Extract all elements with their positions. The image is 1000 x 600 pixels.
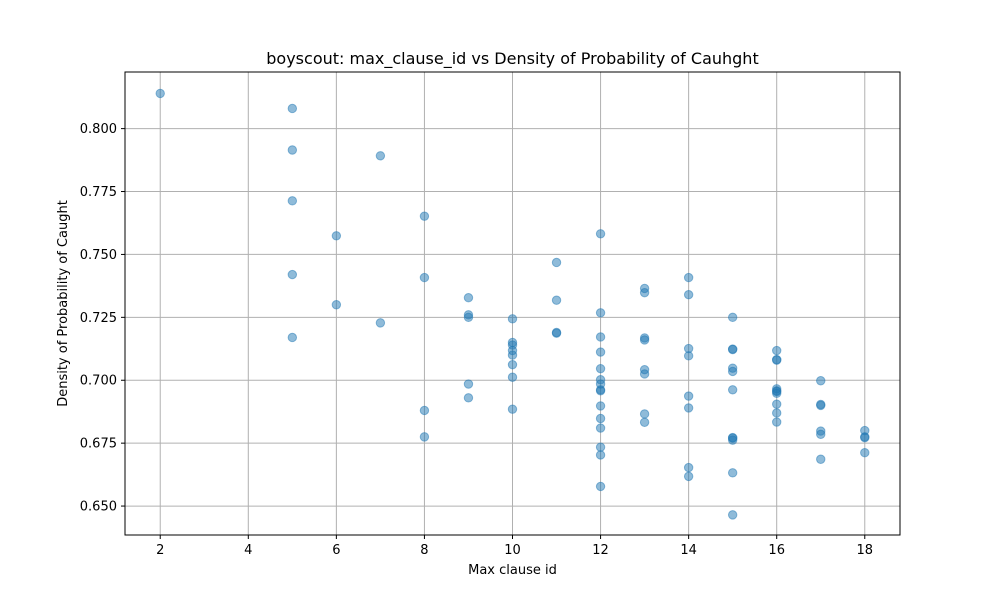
x-tick-label: 12 (592, 543, 609, 558)
scatter-point (419, 432, 430, 442)
scatter-point (683, 391, 694, 401)
scatter-point (683, 351, 694, 361)
scatter-point (639, 409, 650, 419)
scatter-point (551, 257, 562, 268)
y-tick-label: 0.775 (80, 185, 117, 200)
x-axis-label: Max clause id (468, 563, 557, 578)
scatter-point (287, 269, 298, 280)
scatter-point (683, 462, 694, 473)
scatter-point (860, 432, 870, 443)
scatter-point (507, 372, 518, 382)
scatter-point (595, 423, 606, 433)
scatter-point (595, 401, 606, 411)
x-tick-label: 10 (504, 543, 521, 558)
scatter-point (727, 435, 738, 445)
scatter-point (287, 103, 298, 114)
scatter-point (683, 403, 694, 413)
scatter-point (727, 510, 738, 520)
scatter-point (595, 386, 606, 396)
scatter-point (375, 318, 386, 328)
scatter-point (595, 347, 606, 357)
scatter-point (419, 405, 430, 416)
y-tick-label: 0.700 (80, 374, 117, 389)
scatter-point (595, 442, 606, 452)
scatter-point (419, 211, 430, 221)
x-tick-label: 4 (244, 543, 252, 558)
scatter-point (639, 287, 650, 298)
scatter-point (331, 300, 342, 310)
scatter-point (595, 363, 606, 374)
scatter-point (595, 413, 606, 424)
scatter-point (772, 408, 782, 418)
scatter-point (727, 344, 738, 355)
scatter-point (639, 417, 650, 427)
scatter-point (331, 231, 342, 241)
axis-ticks: 2 4 6 8 10 12 14 16 18 0.650 0.675 0.700 0.725 0.750 0… (80, 122, 873, 558)
scatter-point (507, 350, 518, 360)
x-tick-label: 8 (420, 543, 428, 558)
scatter-point (595, 481, 606, 492)
scatter-point (287, 145, 298, 155)
scatter-point (639, 335, 650, 345)
scatter-point (551, 328, 562, 338)
scatter-point (595, 229, 606, 239)
scatter-point (155, 88, 165, 99)
y-tick-label: 0.725 (80, 311, 117, 326)
data-points (155, 88, 870, 520)
scatter-point (816, 376, 826, 386)
scatter-point (595, 450, 606, 460)
x-tick-label: 18 (856, 543, 873, 558)
scatter-point (772, 399, 782, 409)
scatter-point (772, 388, 782, 399)
scatter-point (507, 359, 518, 370)
grid (125, 72, 900, 535)
scatter-point (595, 332, 606, 342)
scatter-point (419, 272, 430, 283)
x-tick-label: 6 (332, 543, 340, 558)
y-tick-label: 0.650 (80, 500, 117, 515)
scatter-point (287, 196, 298, 206)
scatter-point (463, 312, 474, 323)
scatter-point (287, 332, 298, 343)
scatter-point (727, 312, 738, 323)
scatter-point (375, 151, 386, 161)
scatter-point (463, 379, 474, 389)
scatter-point (816, 429, 826, 440)
scatter-point (727, 385, 738, 395)
scatter-point (683, 289, 694, 300)
scatter-point (816, 400, 826, 411)
chart-title: boyscout: max_clause_id vs Density of Pr… (266, 49, 758, 69)
scatter-point (727, 468, 738, 478)
scatter-point (463, 293, 474, 303)
scatter-point (595, 308, 606, 318)
scatter-point (772, 417, 782, 427)
y-tick-label: 0.750 (80, 248, 117, 263)
x-tick-label: 16 (768, 543, 785, 558)
scatter-point (463, 393, 474, 403)
scatter-point (683, 471, 694, 482)
scatter-point (727, 366, 738, 377)
scatter-point (772, 345, 782, 356)
y-tick-label: 0.675 (80, 437, 117, 452)
scatter-point (551, 295, 562, 305)
scatter-point (683, 272, 694, 283)
scatter-point (507, 404, 518, 414)
y-axis-label: Density of Probability of Caught (56, 200, 71, 407)
scatter-point (507, 314, 518, 324)
scatter-point (772, 355, 782, 365)
scatter-point (860, 448, 870, 458)
x-tick-label: 14 (680, 543, 697, 558)
x-tick-label: 2 (156, 543, 164, 558)
scatter-point (639, 369, 650, 379)
scatter-point (816, 454, 826, 464)
y-tick-label: 0.800 (80, 122, 117, 137)
